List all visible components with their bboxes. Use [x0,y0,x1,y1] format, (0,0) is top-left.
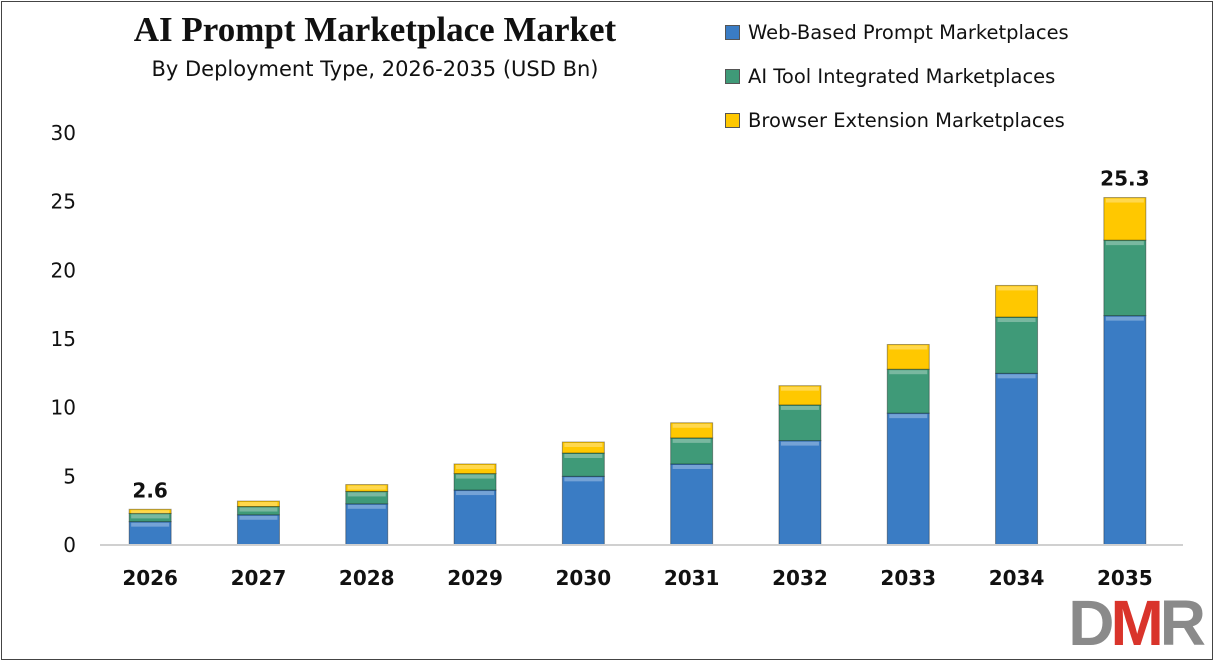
bar-segment [236,500,280,508]
bar-bevel [672,423,711,428]
bar-bevel [889,345,928,350]
bar-bevel [239,502,278,507]
bar-segment [453,489,497,546]
legend: Web-Based Prompt Marketplaces AI Tool In… [725,10,1069,142]
bar-bevel [239,507,278,512]
bar-bevel [456,491,495,496]
bar-segment [886,343,930,370]
chart-subtitle: By Deployment Type, 2026-2035 (USD Bn) [151,57,599,81]
bar-bevel [997,318,1036,323]
bar-bevel [780,405,819,410]
bar-bevel [347,504,386,509]
bar-bevel [780,441,819,446]
legend-label: Browser Extension Marketplaces [748,108,1065,132]
bar-segment [1103,239,1147,317]
bar-bevel [997,286,1036,291]
bar-bevel [347,492,386,497]
bar-bevel [997,374,1036,379]
y-tick-label: 20 [51,258,76,282]
bar-bevel [672,464,711,469]
bar-segment [995,372,1039,546]
bar-segment [345,484,389,492]
bar-bevel [1105,241,1144,246]
bar-bevel [347,485,386,490]
bar-bevel [672,438,711,443]
x-tick-label: 2032 [772,566,828,590]
bar-bevel [780,386,819,391]
legend-item-web: Web-Based Prompt Marketplaces [725,10,1069,54]
legend-swatch [725,112,740,128]
legend-swatch [725,24,740,40]
y-tick-label: 10 [51,396,76,420]
x-tick-label: 2034 [989,566,1045,590]
bar-bevel [131,510,170,514]
bar-segment [561,441,605,454]
x-tick-label: 2030 [556,566,612,590]
bar-segment [345,503,389,546]
y-tick-label: 5 [63,464,76,488]
logo-d: D [1068,587,1114,659]
x-tick-label: 2033 [880,566,936,590]
bar-segment [995,284,1039,318]
y-tick-label: 15 [51,327,76,351]
x-tick-label: 2035 [1097,566,1153,590]
data-label: 2.6 [132,478,167,502]
bar-segment [236,514,280,546]
bar-bevel [564,443,603,447]
bar-bevel [889,370,928,375]
legend-label: Web-Based Prompt Marketplaces [748,20,1069,44]
dmr-logo: DMR [1068,591,1206,655]
y-tick-label: 25 [51,190,76,214]
bar-segment [561,475,605,546]
bar-bevel [1105,198,1144,203]
bar-bevel [564,477,603,482]
x-tick-label: 2027 [231,566,287,590]
bar-bevel [131,522,170,527]
bar-segment [1103,315,1147,546]
bar-bevel [1105,316,1144,321]
bar-segment [778,440,822,546]
bar-segment [128,508,172,514]
bar-bevel [456,464,495,469]
bar-segment [670,422,714,439]
logo-r: R [1159,587,1206,659]
bar-bevel [131,514,170,519]
bar-bevel [889,414,928,419]
bar-bevel [239,515,278,520]
legend-item-browser: Browser Extension Marketplaces [725,98,1069,142]
bar-segment [995,316,1039,374]
bar-segment [886,412,930,546]
bar-segment [670,463,714,546]
x-tick-label: 2028 [339,566,395,590]
x-tick-label: 2029 [447,566,503,590]
bar-segment [670,437,714,465]
bar-bevel [564,453,603,458]
bar-segment [453,463,497,475]
bar-segment [886,368,930,414]
data-label: 25.3 [1100,167,1149,191]
y-tick-label: 0 [63,533,76,557]
bar-bevel [456,474,495,479]
bar-segment [778,385,822,406]
legend-item-ai-tool: AI Tool Integrated Marketplaces [725,54,1069,98]
bar-segment [778,404,822,442]
legend-swatch [725,68,740,84]
y-tick-label: 30 [51,121,76,145]
legend-label: AI Tool Integrated Marketplaces [748,64,1056,88]
x-tick-label: 2026 [122,566,178,590]
x-tick-label: 2031 [664,566,720,590]
logo-m: M [1110,587,1163,659]
chart-title: AI Prompt Marketplace Market [133,10,617,49]
bar-segment [1103,197,1147,241]
